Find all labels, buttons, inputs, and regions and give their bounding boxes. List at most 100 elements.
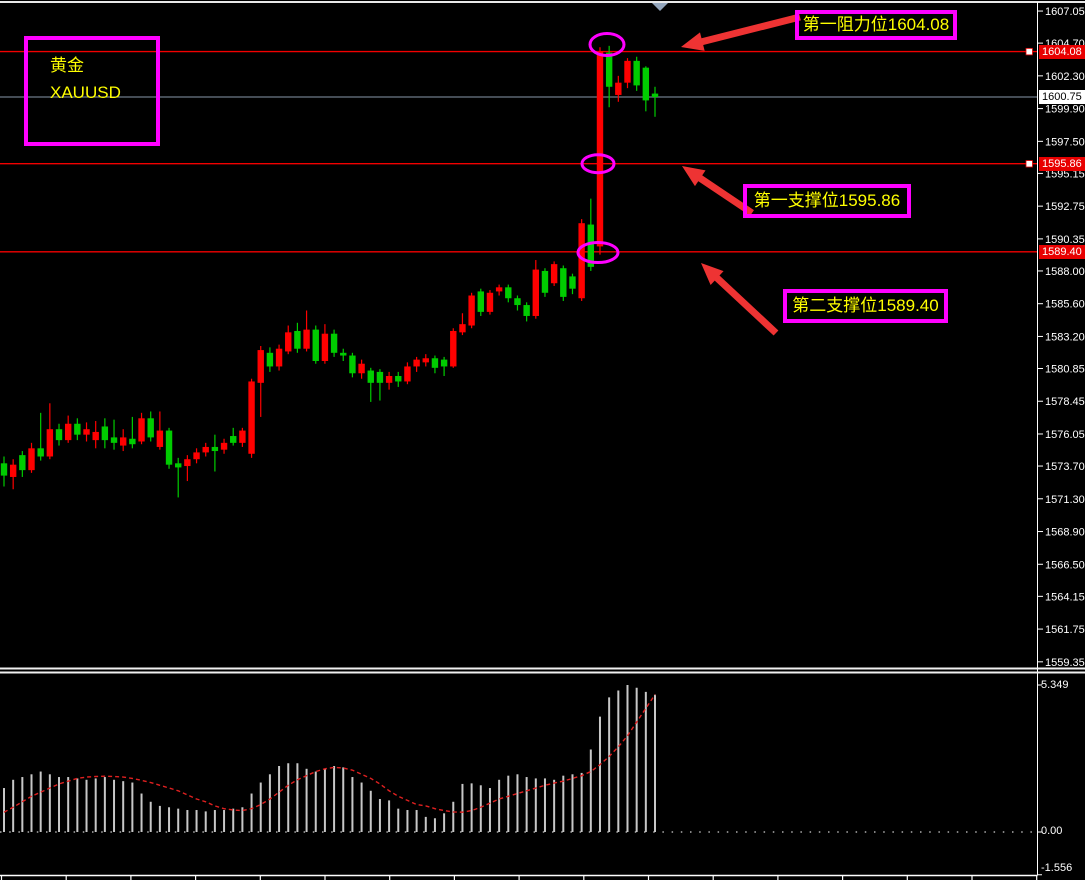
- candle-body: [550, 264, 558, 284]
- candle-body: [330, 333, 338, 353]
- price-tick-label: 1571.30: [1045, 494, 1085, 506]
- price-tick-label: 1585.60: [1045, 299, 1085, 311]
- candle-body: [147, 418, 154, 438]
- annotation-arrow[interactable]: [701, 263, 779, 336]
- candle-body: [505, 287, 512, 299]
- arrow-shaft: [711, 272, 779, 336]
- price-tick-label: 1590.35: [1045, 234, 1085, 246]
- candle-body: [477, 291, 484, 312]
- highlight-ellipse[interactable]: [580, 153, 616, 175]
- price-tick-label: 1559.35: [1045, 657, 1085, 669]
- candle-body: [312, 329, 319, 361]
- price-axis: 1607.051604.701602.301599.901597.501595.…: [1037, 6, 1085, 876]
- annotation-arrow[interactable]: [682, 166, 754, 216]
- candle-body: [211, 446, 219, 452]
- support1-price-tag: 1595.86: [1039, 156, 1085, 171]
- candle-body: [129, 438, 136, 445]
- candle-body: [303, 329, 310, 349]
- candle-body: [0, 463, 8, 476]
- candle-body: [220, 442, 228, 450]
- line-handle[interactable]: [1025, 47, 1033, 56]
- arrow-shaft: [697, 13, 801, 46]
- candle-body: [422, 358, 429, 363]
- candle-body: [64, 423, 72, 441]
- candle-body: [486, 292, 494, 312]
- price-tick-label: 1602.30: [1045, 71, 1085, 83]
- highlight-ellipse[interactable]: [588, 31, 626, 57]
- candle-body: [175, 463, 182, 468]
- triangle-marker[interactable]: [652, 3, 668, 11]
- price-tick-label: 1580.85: [1045, 363, 1085, 375]
- candle-body: [468, 295, 475, 326]
- candle-body: [294, 330, 301, 349]
- annotation-arrow[interactable]: [681, 13, 801, 51]
- candle-body: [28, 448, 35, 471]
- candle-body: [19, 455, 26, 471]
- candle-body: [404, 366, 411, 382]
- price-tick-label: 1588.00: [1045, 266, 1085, 278]
- candle-body: [257, 350, 264, 383]
- price-tick-label: 1566.50: [1045, 559, 1085, 571]
- candle-body: [349, 355, 356, 374]
- price-tick-label: 1597.50: [1045, 136, 1085, 148]
- candle-body: [514, 298, 521, 306]
- candle-body: [495, 287, 503, 292]
- price-tick-label: 1607.05: [1045, 6, 1085, 18]
- support2-annotation[interactable]: 第二支撑位1589.40: [783, 289, 948, 323]
- candle-body: [285, 332, 292, 352]
- symbol-label-box[interactable]: 黄金 XAUUSD: [24, 36, 160, 146]
- candle-body: [532, 269, 540, 316]
- candle-body: [275, 348, 283, 367]
- indicator-max-label: 5.349: [1041, 679, 1069, 691]
- candle-body: [184, 459, 191, 467]
- arrow-shaft: [694, 173, 754, 216]
- candle-body: [642, 67, 650, 101]
- candle-body: [119, 437, 127, 446]
- candle-body: [459, 324, 466, 333]
- price-tick-label: 1578.45: [1045, 396, 1085, 408]
- candle-body: [413, 359, 420, 367]
- support1-annotation[interactable]: 第一支撑位1595.86: [743, 184, 911, 218]
- price-tick-label: 1583.20: [1045, 331, 1085, 343]
- symbol-name-cn: 黄金: [50, 56, 84, 75]
- candle-body: [358, 363, 365, 374]
- indicator-min-label: -1.556: [1041, 862, 1073, 874]
- highlight-ellipse[interactable]: [576, 241, 620, 265]
- candle-body: [266, 352, 274, 367]
- price-tick-label: 1561.75: [1045, 624, 1085, 636]
- indicator-signal-line: [3, 694, 656, 813]
- candle-body: [376, 371, 384, 383]
- candle-body: [541, 270, 549, 293]
- candle-body: [248, 381, 255, 454]
- candle-body: [193, 452, 200, 460]
- candle-body: [92, 431, 99, 441]
- candle-body: [450, 330, 457, 367]
- candle-body: [385, 376, 393, 383]
- candle-body: [239, 430, 246, 443]
- candle-body: [55, 429, 63, 441]
- candle-body: [101, 426, 109, 441]
- price-tick-label: 1599.90: [1045, 104, 1085, 116]
- candle-body: [560, 268, 567, 297]
- candle-body: [633, 60, 640, 86]
- candle-body: [523, 305, 530, 316]
- bid-price-tag: 1600.75: [1039, 90, 1085, 104]
- line-handle[interactable]: [1025, 160, 1033, 168]
- candles: [0, 45, 659, 498]
- candle-body: [340, 352, 347, 356]
- candle-body: [37, 448, 44, 457]
- price-tick-label: 1573.70: [1045, 461, 1085, 473]
- arrow-head: [701, 263, 724, 285]
- candle-body: [578, 223, 585, 299]
- level-lines[interactable]: [0, 50, 1038, 253]
- candle-body: [74, 423, 81, 435]
- resistance-annotation[interactable]: 第一阻力位1604.08: [795, 10, 957, 40]
- symbol-code: XAUUSD: [50, 83, 121, 102]
- candle-body: [615, 82, 622, 95]
- support2-price-tag: 1589.40: [1039, 244, 1085, 259]
- candle-body: [165, 430, 173, 465]
- candle-body: [431, 358, 439, 368]
- candle-body: [596, 51, 604, 247]
